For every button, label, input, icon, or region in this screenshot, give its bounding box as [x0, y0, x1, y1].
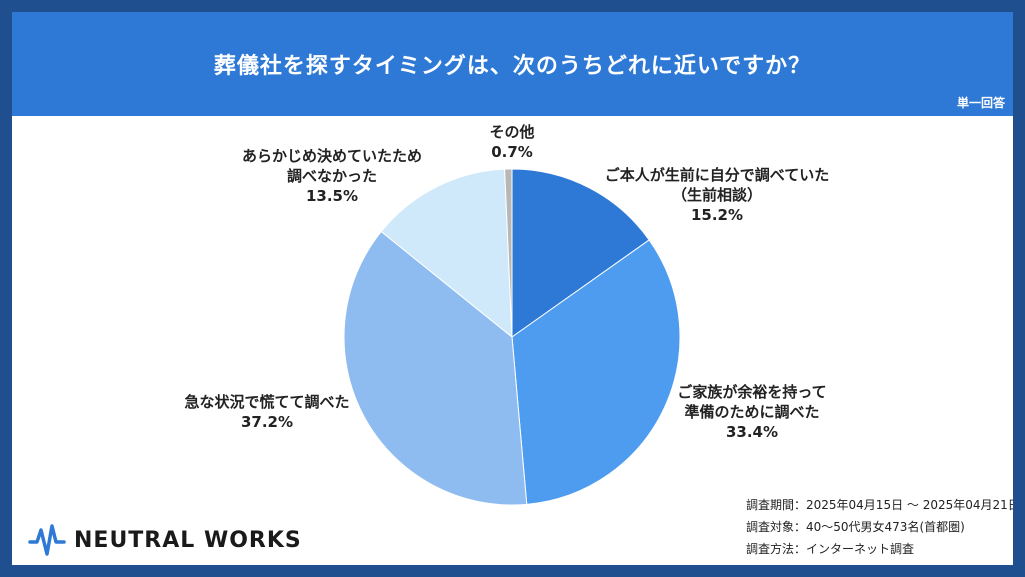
- answer-type-tag: 単一回答: [956, 96, 1005, 110]
- slice-urgent-search: [343, 230, 528, 506]
- slice-value: 0.7%: [491, 143, 533, 161]
- slice-label-line: 急な状況で慌てて調べた: [184, 393, 350, 411]
- chart-title: 葬儀社を探すタイミングは、次のうちどれに近いですか？: [213, 54, 812, 79]
- slice-other: [504, 168, 513, 338]
- slice-value: 13.5%: [305, 187, 359, 205]
- pie-chart: [343, 168, 681, 506]
- slice-label-line: その他: [489, 123, 535, 141]
- slice-value: 33.4%: [725, 423, 779, 441]
- slice-label-urgent-search: 急な状況で慌てて調べた 37.2%: [152, 392, 382, 432]
- slice-decided-in-advance: [380, 168, 513, 339]
- brand-name: NEUTRAL WORKS: [74, 528, 302, 553]
- slice-label-family-prepared: ご家族が余裕を持って 準備のために調べた 33.4%: [652, 382, 852, 442]
- slice-self-prearranged: [511, 168, 650, 338]
- pulse-wave-icon: [28, 524, 66, 556]
- slice-label-line: ご本人が生前に自分で調べていた: [604, 166, 830, 184]
- header-bar: 葬儀社を探すタイミングは、次のうちどれに近いですか？ 単一回答: [12, 12, 1013, 116]
- slice-label-line: 準備のために調べた: [684, 403, 820, 421]
- slice-label-self-prearranged: ご本人が生前に自分で調べていた （生前相談） 15.2%: [572, 165, 862, 225]
- slice-label-line: ご家族が余裕を持って: [677, 383, 827, 401]
- slice-label-other: その他 0.7%: [472, 122, 552, 162]
- slice-label-line: あらかじめ決めていたため: [241, 147, 422, 165]
- slice-label-line: （生前相談）: [671, 186, 762, 204]
- brand-logo: NEUTRAL WORKS: [28, 520, 328, 560]
- survey-info: 調査期間：2025年04月15日 〜 2025年04月21日 調査対象：40〜5…: [746, 494, 1013, 560]
- slice-label-line: 調べなかった: [286, 167, 377, 185]
- survey-period: 調査期間：2025年04月15日 〜 2025年04月21日: [746, 498, 1013, 512]
- slice-label-decided-in-advance: あらかじめ決めていたため 調べなかった 13.5%: [212, 146, 452, 206]
- slide: 葬儀社を探すタイミングは、次のうちどれに近いですか？ 単一回答 ご本人が生前に自…: [12, 12, 1013, 565]
- slice-value: 37.2%: [240, 413, 294, 431]
- slice-family-prepared: [511, 239, 681, 505]
- survey-method: 調査方法：インターネット調査: [746, 542, 915, 556]
- survey-target: 調査対象：40〜50代男女473名(首都圏): [746, 520, 965, 534]
- slice-value: 15.2%: [690, 206, 744, 224]
